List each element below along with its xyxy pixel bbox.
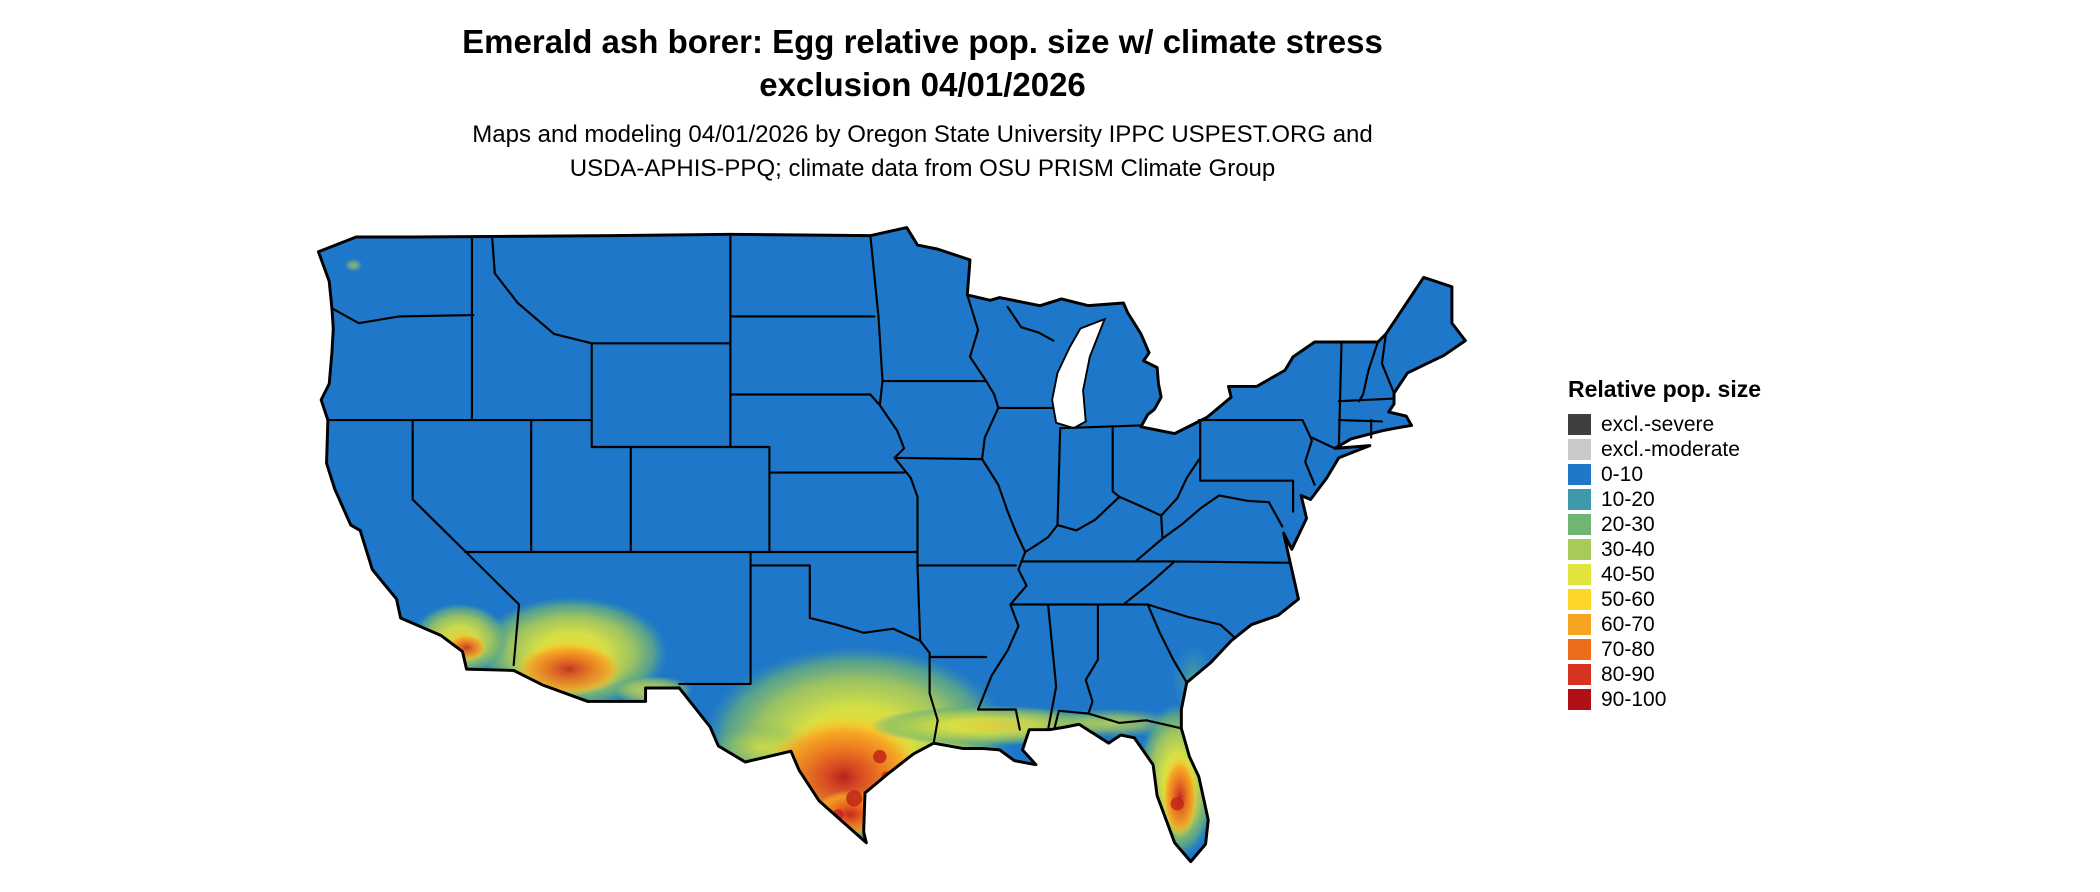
legend-label: 50-60 xyxy=(1601,588,1655,611)
lake-michigan xyxy=(1051,317,1107,430)
legend-item: 70-80 xyxy=(1568,637,1761,662)
legend-swatch-60-70 xyxy=(1568,614,1591,635)
legend-item: 60-70 xyxy=(1568,612,1761,637)
legend-swatch-40-50 xyxy=(1568,564,1591,585)
legend-label: excl.-severe xyxy=(1601,413,1715,436)
legend-item: 20-30 xyxy=(1568,512,1761,537)
legend-item: 50-60 xyxy=(1568,587,1761,612)
legend-item: 30-40 xyxy=(1568,537,1761,562)
legend-label: 30-40 xyxy=(1601,538,1655,561)
legend-label: 20-30 xyxy=(1601,513,1655,536)
legend-item: excl.-severe xyxy=(1568,412,1761,437)
legend-swatch-50-60 xyxy=(1568,589,1591,610)
legend-label: 90-100 xyxy=(1601,688,1667,711)
page-title-line1: Emerald ash borer: Egg relative pop. siz… xyxy=(462,23,1383,60)
legend-swatch-excl-moderate xyxy=(1568,439,1591,460)
legend-label: 60-70 xyxy=(1601,613,1655,636)
legend-label: 0-10 xyxy=(1601,463,1644,486)
page-subtitle-line2: USDA-APHIS-PPQ; climate data from OSU PR… xyxy=(569,155,1276,182)
page-subtitle: Maps and modeling 04/01/2026 by Oregon S… xyxy=(0,118,1845,186)
legend-swatch-30-40 xyxy=(1568,539,1591,560)
legend-swatch-90-100 xyxy=(1568,689,1591,710)
us-map xyxy=(316,226,1467,864)
legend-item: 0-10 xyxy=(1568,462,1761,487)
legend-swatch-0-10 xyxy=(1568,464,1591,485)
legend-label: 80-90 xyxy=(1601,663,1655,686)
state-borders xyxy=(326,234,1396,745)
page-subtitle-line1: Maps and modeling 04/01/2026 by Oregon S… xyxy=(472,121,1373,148)
page-title-line2: exclusion 04/01/2026 xyxy=(759,66,1086,103)
legend-label: 40-50 xyxy=(1601,563,1655,586)
legend-label: excl.-moderate xyxy=(1601,438,1740,461)
legend-swatch-80-90 xyxy=(1568,664,1591,685)
legend-swatch-excl-severe xyxy=(1568,414,1591,435)
legend-item: 80-90 xyxy=(1568,662,1761,687)
legend-item: 90-100 xyxy=(1568,687,1761,712)
legend-swatch-70-80 xyxy=(1568,639,1591,660)
legend-item: excl.-moderate xyxy=(1568,437,1761,462)
legend-swatch-10-20 xyxy=(1568,489,1591,510)
legend-item: 10-20 xyxy=(1568,487,1761,512)
legend-label: 10-20 xyxy=(1601,488,1655,511)
legend: Relative pop. size excl.-severe excl.-mo… xyxy=(1568,376,1761,712)
us-outline xyxy=(316,226,1467,864)
page-title: Emerald ash borer: Egg relative pop. siz… xyxy=(0,20,1845,106)
legend-item: 40-50 xyxy=(1568,562,1761,587)
legend-title: Relative pop. size xyxy=(1568,376,1762,402)
legend-swatch-20-30 xyxy=(1568,514,1591,535)
legend-label: 70-80 xyxy=(1601,638,1655,661)
